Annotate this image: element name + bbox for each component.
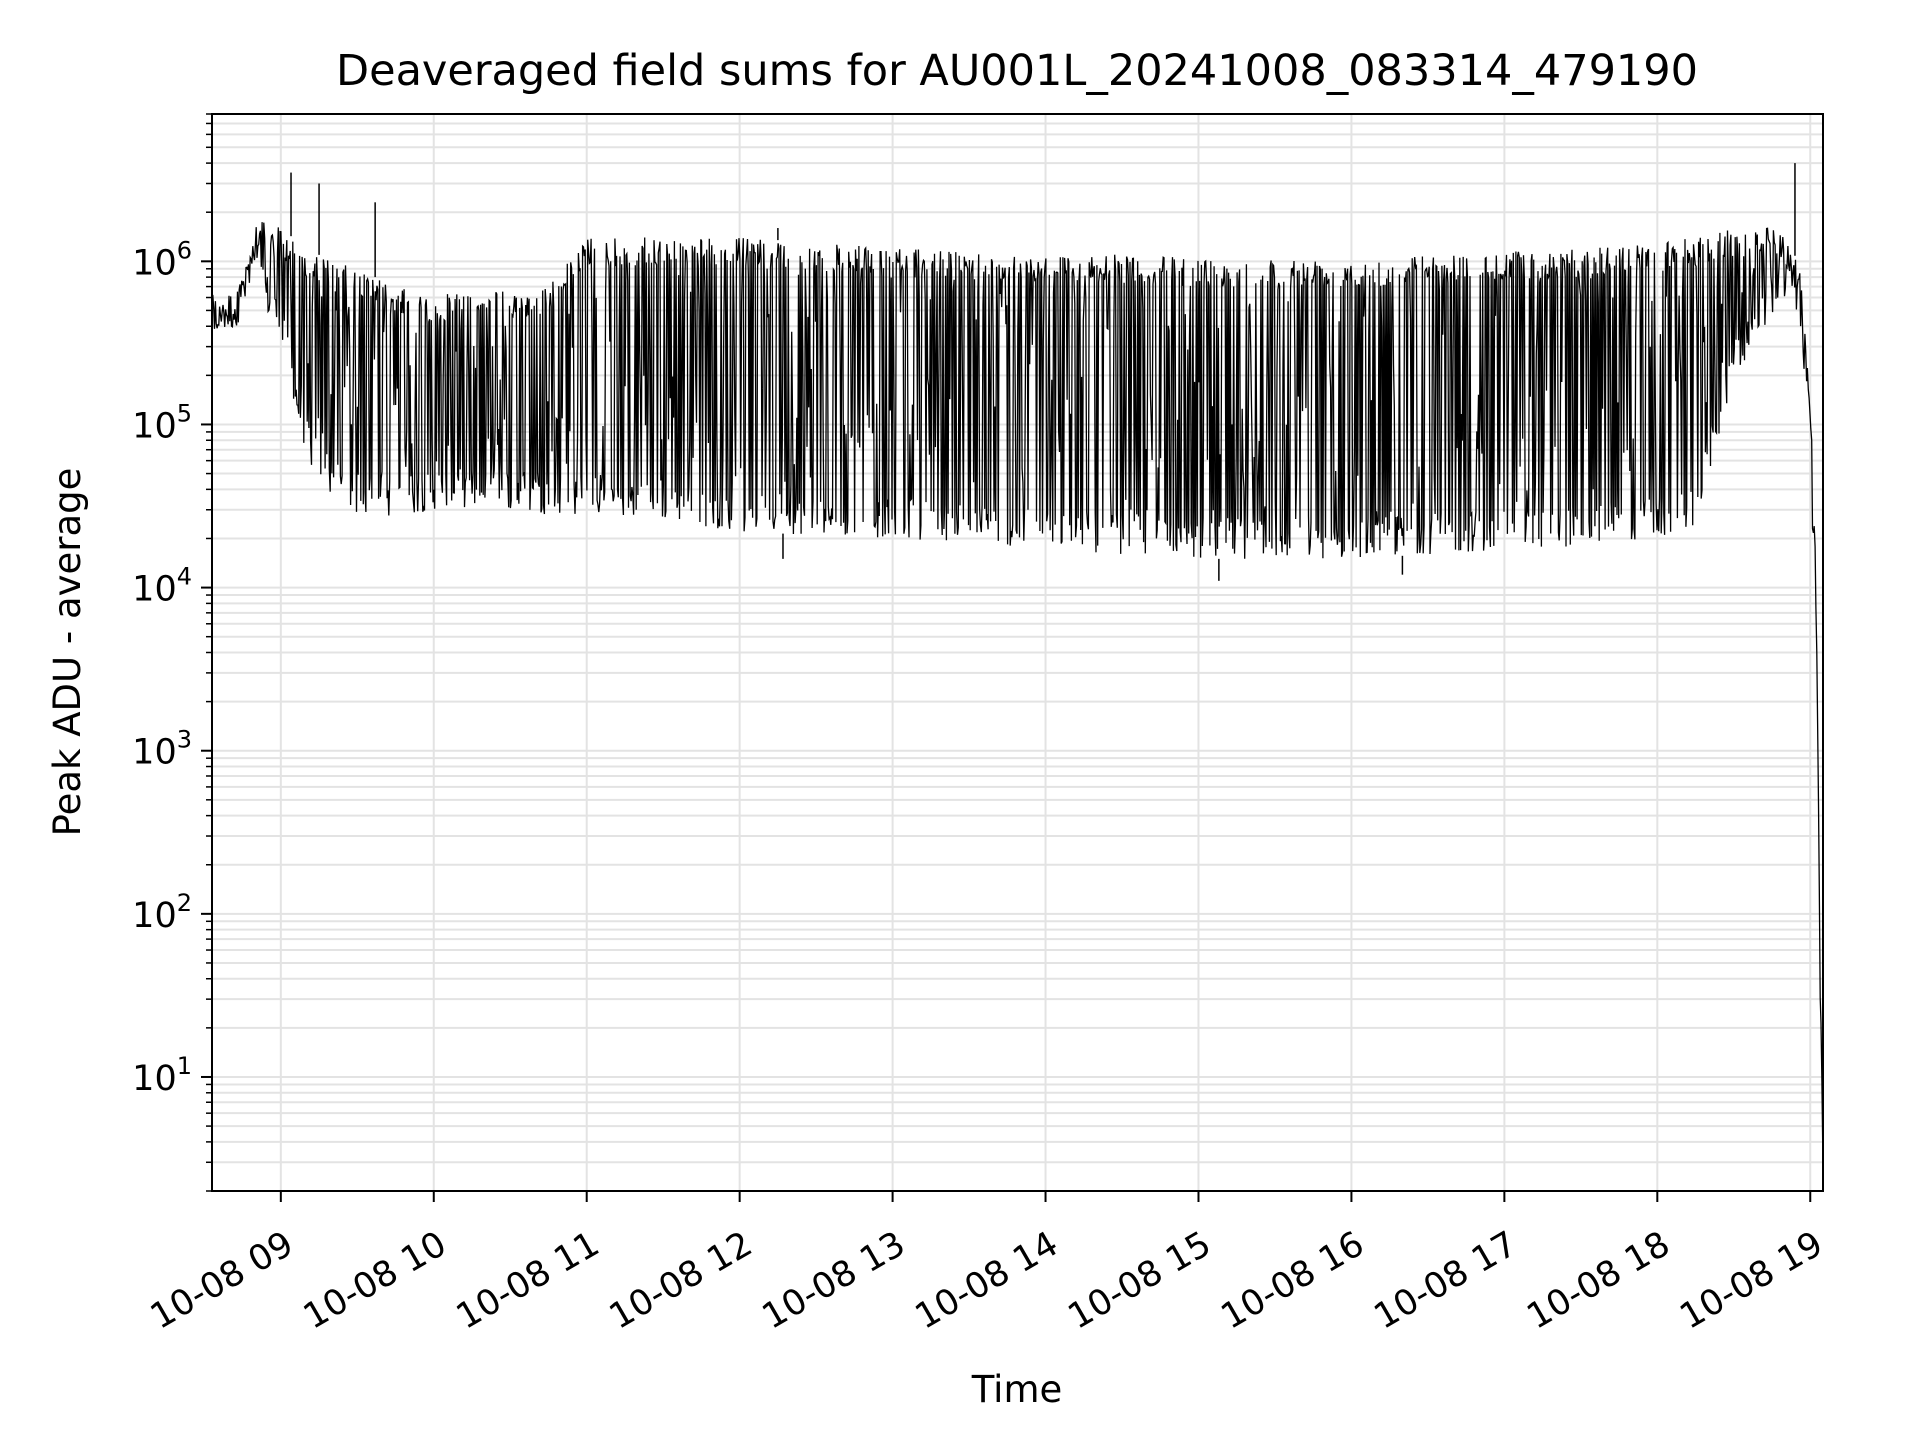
- data-series: [211, 163, 1824, 1145]
- y-tick-label: 106: [132, 236, 192, 283]
- x-axis-label: Time: [971, 1368, 1063, 1411]
- y-tick-exponent: 3: [177, 726, 192, 754]
- y-tick-base: 10: [132, 243, 177, 283]
- y-tick-exponent: 6: [177, 236, 192, 264]
- data-trace: [211, 222, 1824, 1145]
- y-tick-base: 10: [132, 896, 177, 936]
- y-tick-base: 10: [132, 1059, 177, 1099]
- y-axis-label: Peak ADU - average: [46, 468, 89, 837]
- y-tick-label: 105: [132, 399, 192, 446]
- y-tick-base: 10: [132, 733, 177, 773]
- y-tick-label: 101: [132, 1052, 192, 1099]
- y-tick-base: 10: [132, 406, 177, 446]
- y-tick-exponent: 4: [177, 563, 192, 591]
- y-tick-base: 10: [132, 570, 177, 610]
- y-tick-exponent: 5: [177, 399, 192, 427]
- y-tick-label: 103: [132, 726, 192, 773]
- axis-ticks: [201, 113, 1812, 1202]
- y-tick-label: 102: [132, 889, 192, 936]
- y-tick-exponent: 1: [177, 1052, 192, 1080]
- chart-title: Deaveraged field sums for AU001L_2024100…: [336, 46, 1698, 96]
- y-tick-label: 104: [132, 563, 192, 610]
- y-tick-exponent: 2: [177, 889, 192, 917]
